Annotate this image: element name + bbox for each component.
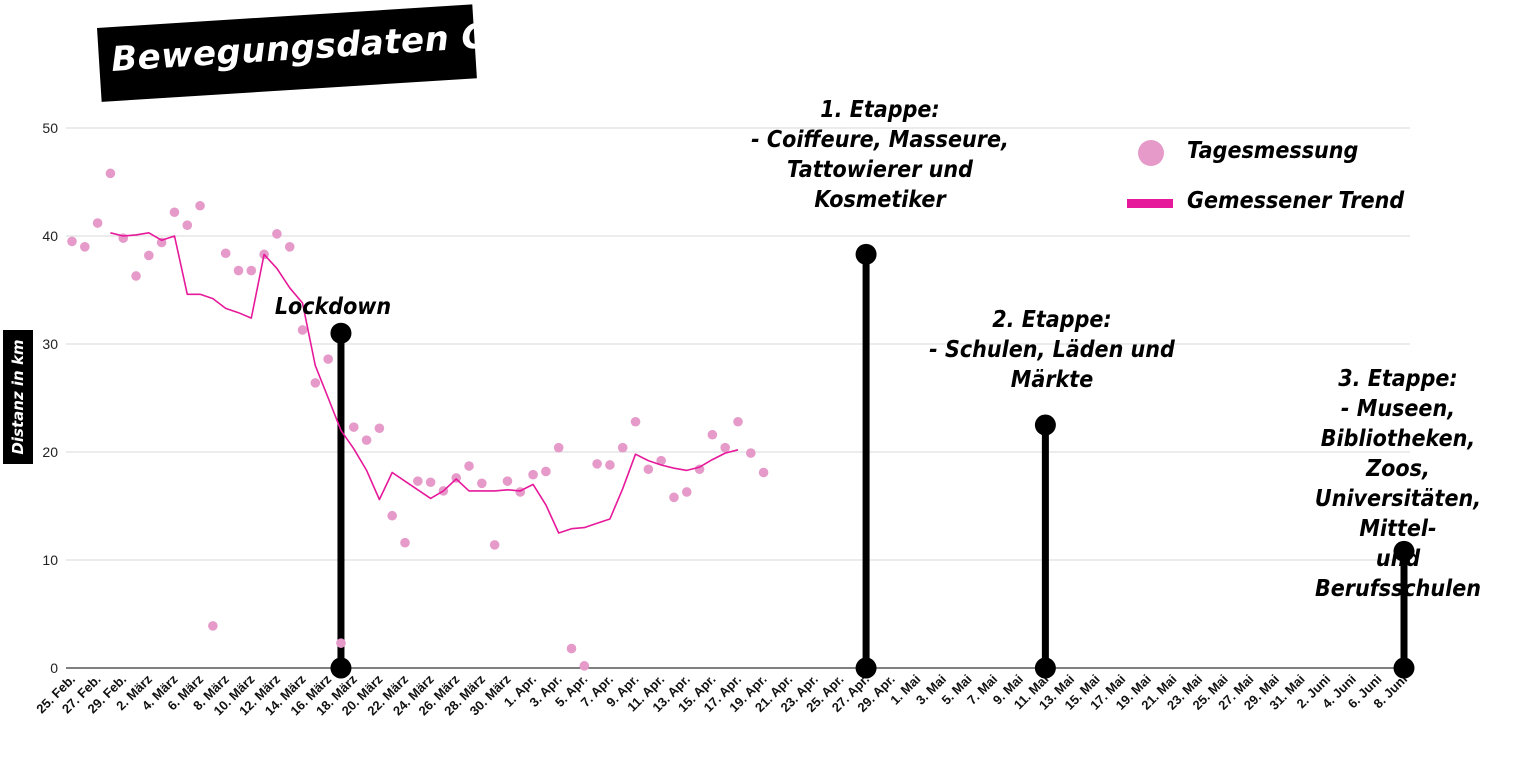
- milestone-label: 2. Etappe: - Schulen, Läden und Märkte: [929, 307, 1175, 393]
- legend-label-tagesmessung: Tagesmessung: [1187, 138, 1359, 164]
- data-point: [336, 638, 346, 648]
- data-point: [246, 265, 257, 276]
- y-tick-label: 10: [42, 552, 58, 568]
- y-axis-label-background: [3, 330, 33, 464]
- data-point: [348, 422, 359, 432]
- y-tick-label: 20: [42, 444, 58, 460]
- data-point: [733, 416, 743, 427]
- milestone-top-marker: [855, 243, 877, 265]
- milestone-base-marker: [1393, 657, 1415, 679]
- data-point: [131, 271, 141, 281]
- milestone-label: 3. Etappe: - Museen, Bibliotheken, Zoos,…: [1314, 366, 1482, 602]
- grid-lines: [66, 127, 1410, 669]
- data-point: [720, 442, 730, 453]
- data-point: [144, 250, 154, 261]
- data-point: [746, 448, 756, 458]
- data-point: [169, 207, 180, 218]
- data-point: [502, 476, 513, 486]
- milestone-base-marker: [855, 657, 877, 679]
- data-point: [707, 429, 718, 440]
- data-point: [566, 643, 577, 654]
- milestone-top-marker: [1034, 414, 1056, 436]
- data-point: [387, 510, 397, 521]
- data-point: [477, 478, 487, 489]
- milestone-top-marker: [330, 322, 352, 344]
- milestone-label: Lockdown: [274, 294, 392, 320]
- data-point: [579, 661, 590, 671]
- data-point: [656, 455, 666, 466]
- data-point: [758, 467, 769, 478]
- data-point: [605, 460, 615, 470]
- data-point: [195, 200, 205, 211]
- y-axis-label: Distanz in km: [9, 339, 27, 455]
- legend-dot-marker: [1138, 140, 1164, 166]
- milestone-base-marker: [330, 657, 352, 679]
- data-point: [92, 218, 103, 228]
- data-point: [694, 464, 705, 475]
- data-point: [374, 423, 385, 434]
- legend-line-marker: [1127, 199, 1173, 208]
- data-point: [413, 476, 423, 486]
- data-point: [182, 220, 193, 230]
- data-point: [528, 469, 538, 480]
- trend-line: [110, 232, 739, 534]
- data-point: [464, 461, 474, 471]
- data-point: [233, 265, 244, 276]
- data-point: [643, 464, 654, 475]
- data-point: [553, 442, 564, 453]
- data-point: [297, 325, 308, 335]
- milestone-stems: [330, 243, 1415, 679]
- series-gemessener-trend: [110, 232, 739, 534]
- y-tick-label: 50: [42, 120, 58, 136]
- y-tick-label: 0: [50, 660, 58, 676]
- data-point: [67, 236, 77, 247]
- data-point: [208, 621, 218, 631]
- data-point: [284, 242, 295, 252]
- y-tick-label: 30: [42, 336, 58, 352]
- y-tick-label: 40: [42, 228, 58, 244]
- milestone-top-marker: [1393, 540, 1415, 562]
- series-tagesmessung: [67, 168, 769, 671]
- data-point: [425, 477, 436, 488]
- data-point: [630, 416, 641, 427]
- data-point: [669, 492, 679, 503]
- data-point: [489, 540, 500, 550]
- data-point: [80, 242, 90, 252]
- data-point: [105, 168, 116, 179]
- data-point: [681, 487, 692, 497]
- legend-label-gemessener-trend: Gemessener Trend: [1187, 188, 1405, 214]
- data-point: [310, 378, 321, 388]
- y-tick-labels: 0 10 20 30 40 50: [42, 120, 58, 676]
- data-point: [272, 229, 282, 239]
- milestone-label: 1. Etappe: - Coiffeure, Masseure, Tattow…: [751, 97, 1009, 213]
- data-point: [323, 354, 333, 364]
- data-point: [617, 442, 628, 453]
- data-point: [541, 466, 551, 477]
- data-point: [592, 459, 602, 469]
- data-point: [400, 537, 410, 548]
- data-point: [361, 435, 372, 445]
- data-point: [220, 248, 231, 259]
- milestone-base-marker: [1034, 657, 1056, 679]
